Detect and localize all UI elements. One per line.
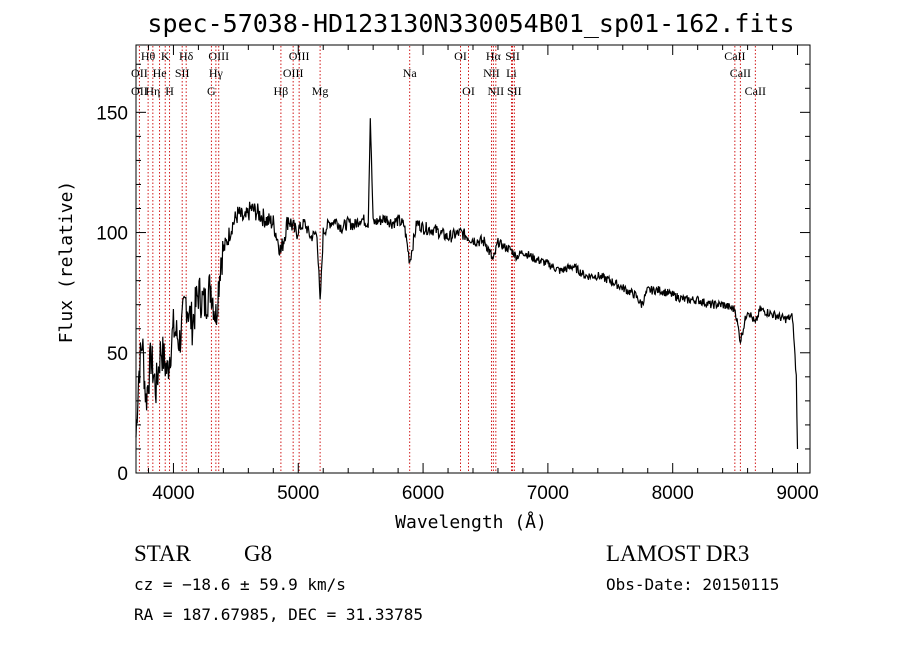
x-tick-label: 8000 — [652, 483, 694, 504]
spectral-line-label: OI — [454, 49, 467, 63]
x-tick-label: 6000 — [402, 483, 444, 504]
spectral-lines-layer — [138, 46, 756, 473]
obs-date: Obs-Date: 20150115 — [606, 575, 779, 594]
spectral-line-label: SII — [175, 66, 190, 80]
spectral-line-label: OIII — [289, 49, 310, 63]
axis-ticks: 4000 5000 6000 7000 8000 9000 0 50 100 150 — [96, 45, 819, 504]
spectral-line-label: Hγ — [209, 66, 224, 80]
coordinates: RA = 187.67985, DEC = 31.33785 — [134, 605, 423, 624]
flux-series-line — [135, 118, 799, 450]
spectral-line-label: CaII — [745, 84, 766, 98]
spectral-line-label: K — [161, 49, 170, 63]
y-tick-label: 100 — [96, 224, 128, 245]
spectral-line-label: Hα — [486, 49, 502, 63]
spectral-line-label: OII — [131, 84, 148, 98]
spectral-line-label: NII — [488, 84, 505, 98]
chart-title: spec-57038-HD123130N330054B01_sp01-162.f… — [147, 9, 794, 38]
spectral-line-label: He — [153, 66, 167, 80]
y-axis-label: Flux (relative) — [56, 181, 77, 344]
spectral-line-label: Hβ — [274, 84, 289, 98]
plot-frame — [135, 44, 811, 474]
y-tick-label: 150 — [96, 103, 128, 124]
spectral-line-label: NII — [483, 66, 500, 80]
y-tick-label: 0 — [117, 464, 128, 485]
spectral-line-label: OIII — [208, 49, 229, 63]
spectral-line-label: G — [207, 84, 216, 98]
x-tick-label: 7000 — [527, 483, 569, 504]
object-class: STAR — [134, 541, 192, 566]
spectral-line-label: OIII — [283, 66, 304, 80]
spectral-line-label: Li — [506, 66, 517, 80]
spectral-line-label: Na — [403, 66, 418, 80]
spectral-line-label: SII — [507, 84, 522, 98]
spectral-line-label: H — [165, 84, 174, 98]
x-tick-label: 4000 — [152, 483, 194, 504]
spectral-line-label: Hη — [145, 84, 160, 98]
spectral-line-label: Mg — [312, 84, 329, 98]
x-tick-label: 5000 — [277, 483, 319, 504]
spectral-line-label: Hδ — [179, 49, 194, 63]
spectral-line-label: CaII — [724, 49, 745, 63]
survey-name: LAMOST DR3 — [606, 541, 749, 566]
flux-series-group — [135, 118, 799, 450]
spectral-line-label: OI — [462, 84, 475, 98]
spectral-subclass: G8 — [244, 541, 272, 566]
spectral-line-label: CaII — [730, 66, 751, 80]
x-axis-label: Wavelength (Å) — [395, 511, 547, 533]
spectral-line-label: OII — [131, 66, 148, 80]
spectral-line-label: SII — [505, 49, 520, 63]
y-tick-label: 50 — [107, 344, 128, 365]
spectral-line-label: Hθ — [141, 49, 156, 63]
x-tick-label: 9000 — [776, 483, 818, 504]
redshift-text: cz = −18.6 ± 59.9 km/s — [134, 575, 346, 594]
